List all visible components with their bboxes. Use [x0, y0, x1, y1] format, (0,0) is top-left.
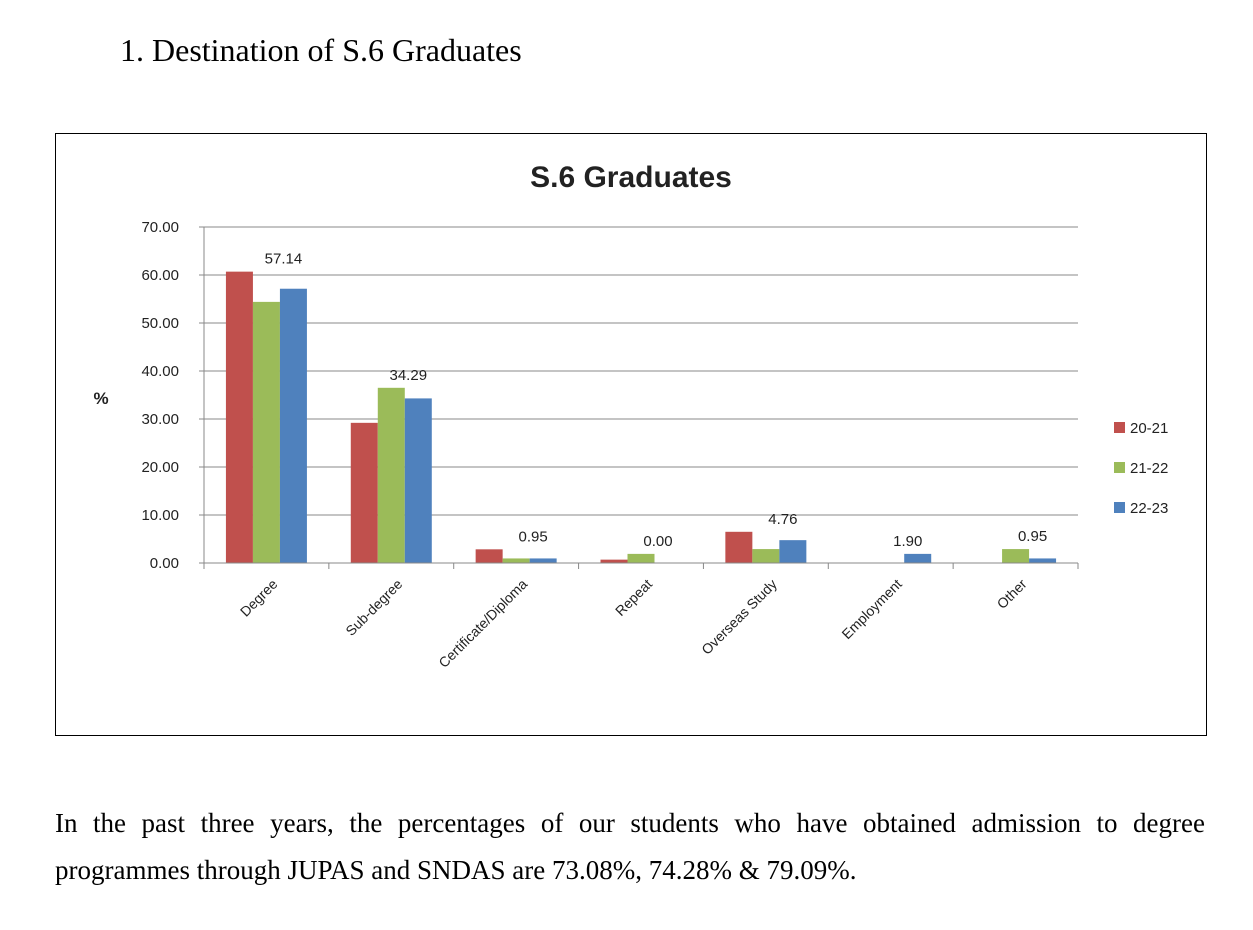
- bar-20-21: [350, 422, 378, 563]
- y-axis-label: %: [93, 389, 108, 408]
- chart-title: S.6 Graduates: [530, 161, 732, 194]
- bar-22-23: [779, 540, 807, 563]
- bar-21-22: [502, 558, 530, 563]
- bar-20-21: [725, 531, 753, 563]
- x-tick-label: Degree: [237, 576, 281, 620]
- summary-paragraph: In the past three years, the percentages…: [55, 808, 1205, 885]
- data-label: 0.95: [519, 528, 548, 545]
- x-tick-label: Other: [994, 576, 1030, 612]
- data-label: 4.76: [768, 511, 797, 528]
- x-tick-label: Sub-degree: [342, 576, 405, 639]
- bar-22-23: [279, 288, 307, 563]
- chart-frame: S.6 Graduates 0.00 10.00 20.00 30.00 40.00 50.…: [55, 133, 1207, 736]
- bar-21-22: [377, 387, 405, 563]
- x-tick-label: Repeat: [612, 576, 655, 619]
- bar-21-22: [752, 549, 780, 563]
- y-tick-label: 70.00: [141, 219, 179, 236]
- bar-22-23: [529, 558, 557, 563]
- y-tick-label: 40.00: [141, 363, 179, 380]
- legend-swatch: [1114, 502, 1125, 513]
- bar-20-21: [475, 549, 503, 563]
- y-tick-label: 60.00: [141, 267, 179, 284]
- data-label: 57.14: [265, 251, 303, 268]
- bar-20-21: [600, 559, 628, 563]
- bar-chart: S.6 Graduates 0.00 10.00 20.00 30.00 40.00 50.…: [93, 161, 1168, 671]
- bar-22-23: [904, 553, 932, 563]
- y-tick-label: 10.00: [141, 507, 179, 524]
- x-tick-label: Certificate/Diploma: [435, 576, 530, 671]
- x-tick-label: Employment: [839, 576, 905, 642]
- data-label: 1.90: [893, 533, 922, 550]
- data-label: 0.00: [643, 533, 672, 550]
- y-tick-label: 50.00: [141, 315, 179, 332]
- section-heading: 1. Destination of S.6 Graduates: [120, 32, 522, 68]
- x-tick-label: Overseas Study: [698, 576, 780, 658]
- bar-22-23: [404, 398, 432, 563]
- y-tick-label: 0.00: [150, 555, 179, 572]
- bar-21-22: [252, 301, 280, 563]
- y-tick-label: 20.00: [141, 459, 179, 476]
- data-label: 34.29: [390, 367, 428, 384]
- bar-21-22: [1002, 549, 1030, 563]
- data-label: 0.95: [1018, 528, 1047, 545]
- bar-20-21: [225, 271, 253, 563]
- legend-swatch: [1114, 462, 1125, 473]
- legend-swatch: [1114, 422, 1125, 433]
- bar-21-22: [627, 553, 655, 563]
- legend-label: 20-21: [1130, 420, 1168, 437]
- bar-22-23: [1029, 558, 1057, 563]
- y-tick-label: 30.00: [141, 411, 179, 428]
- legend-label: 22-23: [1130, 500, 1168, 517]
- legend-label: 21-22: [1130, 460, 1168, 477]
